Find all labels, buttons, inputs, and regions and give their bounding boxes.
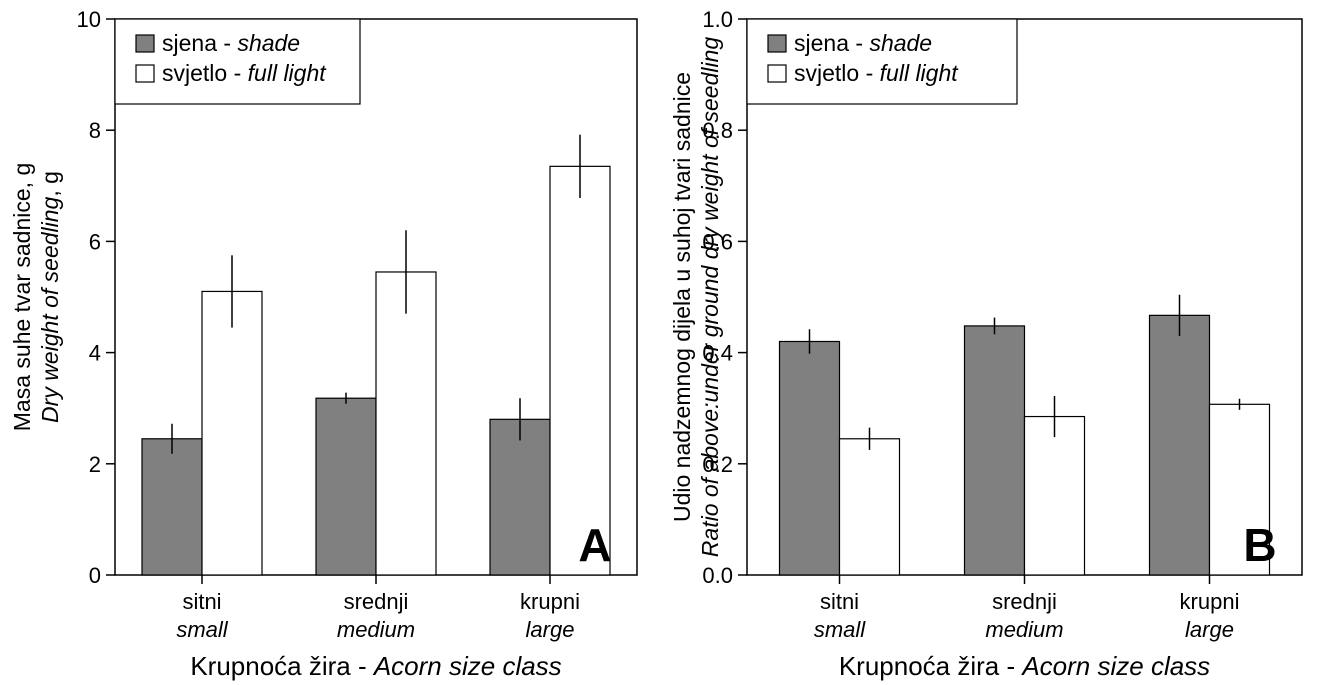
y-tick-label: 10 bbox=[77, 7, 101, 32]
legend-box bbox=[746, 18, 1018, 105]
y-axis-label-en-italic: Dry weight of seedling bbox=[37, 196, 63, 422]
x-category-label-en: medium bbox=[337, 617, 415, 642]
x-category-label: krupni bbox=[1180, 589, 1240, 614]
bar-sjena bbox=[1148, 314, 1211, 576]
x-axis-label-main: Krupnoća žira - bbox=[839, 651, 1023, 681]
x-axis-label-main: Krupnoća žira - bbox=[190, 651, 374, 681]
legend-box bbox=[114, 18, 361, 105]
x-category-label: krupni bbox=[520, 589, 580, 614]
bar-svjetlo bbox=[375, 271, 437, 576]
x-category-label: sitni bbox=[820, 589, 859, 614]
x-category-label: srednji bbox=[992, 589, 1057, 614]
legend-entry: sjena - shade bbox=[794, 30, 932, 56]
y-tick-label: 1.0 bbox=[702, 7, 733, 32]
y-tick-label: 0.8 bbox=[702, 118, 733, 143]
bar-svjetlo bbox=[1023, 415, 1086, 576]
legend: sjena - shade svjetlo - full light bbox=[746, 18, 1018, 105]
y-tick-label: 0.2 bbox=[702, 452, 733, 477]
legend-entry: svjetlo - full light bbox=[162, 60, 327, 86]
y-tick-label: 0.0 bbox=[702, 563, 733, 588]
y-axis-label-en-italic: Ratio of above:under ground dry weight o… bbox=[697, 37, 723, 558]
legend: sjena - shade svjetlo - full light bbox=[114, 18, 361, 105]
legend-name-en: shade bbox=[869, 30, 932, 56]
x-category-label: srednji bbox=[344, 589, 409, 614]
y-axis-label-en: Ratio of above:under ground dry weight o… bbox=[697, 37, 723, 558]
y-tick-label: 6 bbox=[89, 229, 101, 254]
y-axis-label-en-unit: , g bbox=[37, 171, 63, 197]
x-category-label-en: small bbox=[176, 617, 228, 642]
x-category-label: sitni bbox=[182, 589, 221, 614]
y-tick-label: 2 bbox=[89, 452, 101, 477]
x-axis-label: Krupnoća žira - Acorn size class bbox=[839, 651, 1210, 681]
y-tick-label: 0 bbox=[89, 563, 101, 588]
x-category-label-en: large bbox=[526, 617, 575, 642]
bar-sjena bbox=[315, 397, 377, 576]
x-category-label-en: small bbox=[814, 617, 866, 642]
legend-swatch bbox=[767, 64, 787, 83]
legend-swatch bbox=[135, 64, 155, 83]
bar-svjetlo bbox=[1208, 403, 1271, 576]
legend-swatch bbox=[135, 34, 155, 53]
x-category-label-en: large bbox=[1185, 617, 1234, 642]
x-category-label-en: medium bbox=[985, 617, 1063, 642]
legend-swatch bbox=[767, 34, 787, 53]
legend-name-en: shade bbox=[237, 30, 300, 56]
x-axis-label-en: Acorn size class bbox=[1020, 651, 1210, 681]
y-tick-label: 0.6 bbox=[702, 229, 733, 254]
bar-sjena bbox=[778, 340, 841, 576]
y-axis-label: Udio nadzemnog dijela u suhoj tvari sadn… bbox=[669, 72, 695, 522]
legend-name: svjetlo bbox=[794, 60, 859, 86]
bar-sjena bbox=[141, 438, 203, 576]
legend-entry: svjetlo - full light bbox=[794, 60, 959, 86]
bar-svjetlo bbox=[201, 290, 263, 576]
legend-name: sjena bbox=[162, 30, 217, 56]
legend-name-en: full light bbox=[248, 60, 328, 86]
legend-name: svjetlo bbox=[162, 60, 227, 86]
x-axis-label-en: Acorn size class bbox=[372, 651, 562, 681]
x-axis-label: Krupnoća žira - Acorn size class bbox=[190, 651, 561, 681]
panel-label: B bbox=[1243, 519, 1276, 571]
y-tick-label: 4 bbox=[89, 341, 101, 366]
y-axis-label: Masa suhe tvar sadnice, g bbox=[9, 163, 35, 431]
bar-svjetlo bbox=[838, 438, 901, 576]
panel-a: 0 2 4 6 8 10 sitni small srednji medium krupni larg… bbox=[9, 7, 638, 681]
y-tick-label: 0.4 bbox=[702, 341, 733, 366]
y-axis-label-en: Dry weight of seedling, g bbox=[37, 171, 63, 423]
panel-label: A bbox=[578, 519, 611, 571]
bar-svjetlo bbox=[549, 165, 611, 576]
legend-entry: sjena - shade bbox=[162, 30, 300, 56]
legend-name-en: full light bbox=[880, 60, 960, 86]
panel-b: 0.0 0.2 0.4 0.6 0.8 1.0 sitni small srednji mediu… bbox=[669, 7, 1303, 681]
y-tick-label: 8 bbox=[89, 118, 101, 143]
legend-name: sjena bbox=[794, 30, 849, 56]
bar-sjena bbox=[489, 418, 551, 576]
bar-sjena bbox=[963, 325, 1026, 576]
